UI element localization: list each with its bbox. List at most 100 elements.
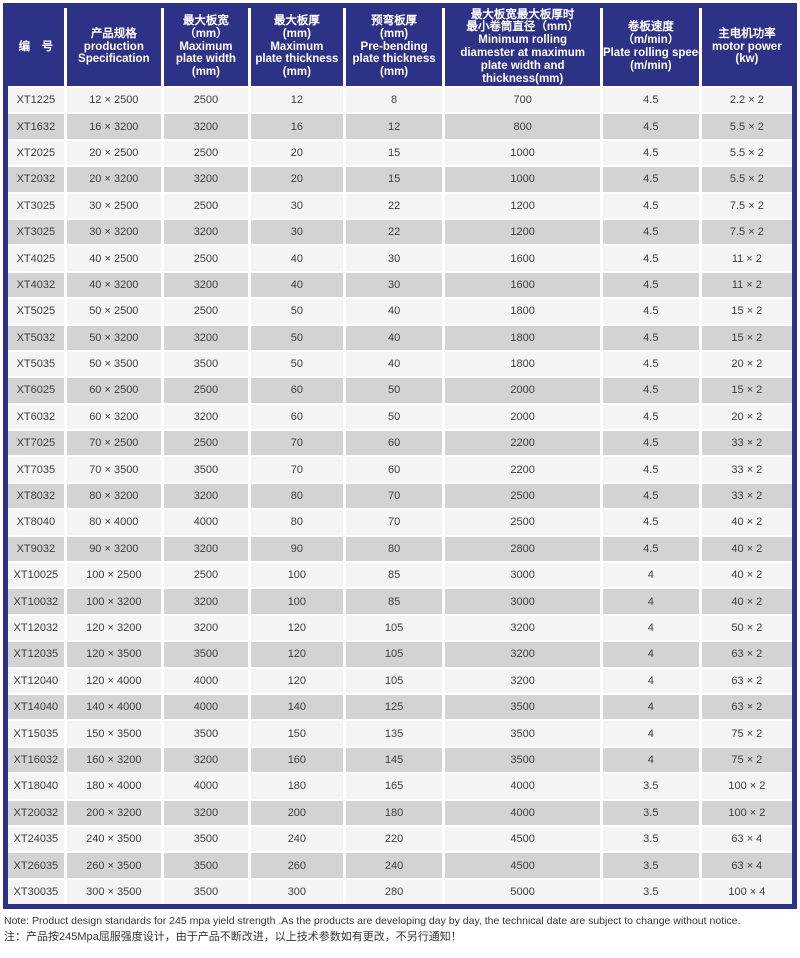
spec-row-XT3025: XT3025 30 × 3200 3200 30 22 1200 4.5 7.5 × 2 xyxy=(8,217,792,247)
value-cell-specification: 16 × 3200 xyxy=(63,112,164,141)
value-cell-rolling_speed: 4.5 xyxy=(599,112,702,141)
value-cell-max_thickness: 60 xyxy=(247,402,346,432)
value-cell-max_width: 2500 xyxy=(160,244,251,273)
column-header-max_thickness: 最大板厚 (mm) Maximum plate thickness (mm) xyxy=(247,8,346,88)
value-cell-specification: 60 × 3200 xyxy=(63,402,164,432)
value-cell-min_roll_diameter: 700 xyxy=(442,85,603,115)
value-cell-min_roll_diameter: 1200 xyxy=(442,217,603,247)
spec-row-XT8032: XT8032 80 × 3200 3200 80 70 2500 4.5 33 × 2 xyxy=(8,481,792,511)
value-cell-rolling_speed: 4.5 xyxy=(599,508,702,537)
model-cell: XT24035 xyxy=(8,824,67,854)
value-cell-motor_power: 63 × 2 xyxy=(698,692,792,722)
value-cell-max_width: 3200 xyxy=(160,798,251,827)
value-cell-rolling_speed: 4.5 xyxy=(599,191,702,220)
value-cell-specification: 60 × 2500 xyxy=(63,376,164,405)
value-cell-max_width: 3500 xyxy=(160,719,251,748)
spec-row-XT4025: XT4025 40 × 2500 2500 40 30 1600 4.5 11 × 2 xyxy=(8,244,792,273)
model-cell: XT15035 xyxy=(8,719,67,748)
value-cell-specification: 180 × 4000 xyxy=(63,772,164,801)
value-cell-motor_power: 40 × 2 xyxy=(698,587,792,616)
value-cell-min_roll_diameter: 3200 xyxy=(442,613,603,643)
value-cell-motor_power: 63 × 2 xyxy=(698,666,792,695)
spec-row-XT10025: XT10025 100 × 2500 2500 100 85 3000 4 40 × 2 xyxy=(8,561,792,590)
note-english: Note: Product design standards for 245 m… xyxy=(4,915,741,928)
column-header-max_width: 最大板宽 （mm） Maximum plate width (mm) xyxy=(160,8,251,88)
value-cell-rolling_speed: 4.5 xyxy=(599,270,702,300)
footnotes: Note: Product design standards for 245 m… xyxy=(4,914,796,945)
value-cell-rolling_speed: 4.5 xyxy=(599,481,702,511)
value-cell-max_thickness: 40 xyxy=(247,244,346,273)
note-chinese: 注：产品按245Mpa屈服强度设计，由于产品不断改进，以上技术参数如有更改，不另… xyxy=(4,931,462,944)
value-cell-specification: 200 × 3200 xyxy=(63,798,164,827)
value-cell-motor_power: 75 × 2 xyxy=(698,745,792,775)
column-header-min_roll_diameter: 最大板宽最大板厚时 最小卷筒直径（mm） Minimum rolling diames… xyxy=(442,8,603,88)
value-cell-max_thickness: 30 xyxy=(247,217,346,247)
model-cell: XT5025 xyxy=(8,297,67,326)
value-cell-max_width: 3200 xyxy=(160,745,251,775)
value-cell-max_thickness: 140 xyxy=(247,692,346,722)
value-cell-max_thickness: 80 xyxy=(247,481,346,511)
value-cell-motor_power: 63 × 4 xyxy=(698,824,792,854)
spec-row-XT12035: XT12035 120 × 3500 3500 120 105 3200 4 63 × 2 xyxy=(8,640,792,669)
value-cell-specification: 120 × 3200 xyxy=(63,613,164,643)
value-cell-max_thickness: 100 xyxy=(247,587,346,616)
value-cell-specification: 70 × 2500 xyxy=(63,429,164,458)
value-cell-max_thickness: 30 xyxy=(247,191,346,220)
value-cell-min_roll_diameter: 2500 xyxy=(442,508,603,537)
value-cell-max_thickness: 120 xyxy=(247,613,346,643)
model-cell: XT26035 xyxy=(8,851,67,880)
spec-row-XT20032: XT20032 200 × 3200 3200 200 180 4000 3.5 100 × … xyxy=(8,798,792,827)
value-cell-prebend_thickness: 50 xyxy=(342,402,446,432)
value-cell-specification: 50 × 3500 xyxy=(63,349,164,379)
value-cell-motor_power: 50 × 2 xyxy=(698,613,792,643)
value-cell-max_width: 2500 xyxy=(160,191,251,220)
value-cell-min_roll_diameter: 3000 xyxy=(442,561,603,590)
value-cell-rolling_speed: 4 xyxy=(599,561,702,590)
value-cell-rolling_speed: 4.5 xyxy=(599,323,702,352)
value-cell-rolling_speed: 3.5 xyxy=(599,798,702,827)
value-cell-max_width: 2500 xyxy=(160,561,251,590)
value-cell-max_width: 3200 xyxy=(160,270,251,300)
value-cell-prebend_thickness: 220 xyxy=(342,824,446,854)
value-cell-max_thickness: 150 xyxy=(247,719,346,748)
spec-row-XT6025: XT6025 60 × 2500 2500 60 50 2000 4.5 15 × 2 xyxy=(8,376,792,405)
value-cell-specification: 120 × 3500 xyxy=(63,640,164,669)
value-cell-rolling_speed: 4.5 xyxy=(599,138,702,168)
value-cell-max_thickness: 20 xyxy=(247,138,346,168)
spec-row-XT5035: XT5035 50 × 3500 3500 50 40 1800 4.5 20 × 2 xyxy=(8,349,792,379)
value-cell-prebend_thickness: 15 xyxy=(342,138,446,168)
value-cell-min_roll_diameter: 2500 xyxy=(442,481,603,511)
value-cell-min_roll_diameter: 2200 xyxy=(442,429,603,458)
value-cell-min_roll_diameter: 1800 xyxy=(442,297,603,326)
value-cell-motor_power: 20 × 2 xyxy=(698,349,792,379)
spec-row-XT30035: XT30035 300 × 3500 3500 300 280 5000 3.5 100 × … xyxy=(8,877,792,905)
value-cell-rolling_speed: 4.5 xyxy=(599,429,702,458)
value-cell-max_thickness: 50 xyxy=(247,349,346,379)
value-cell-min_roll_diameter: 1600 xyxy=(442,270,603,300)
value-cell-specification: 300 × 3500 xyxy=(63,877,164,905)
value-cell-motor_power: 15 × 2 xyxy=(698,323,792,352)
value-cell-prebend_thickness: 85 xyxy=(342,561,446,590)
column-header-motor_power: 主电机功率 motor power (kw) xyxy=(698,8,792,88)
value-cell-specification: 20 × 2500 xyxy=(63,138,164,168)
value-cell-min_roll_diameter: 3200 xyxy=(442,640,603,669)
value-cell-prebend_thickness: 105 xyxy=(342,613,446,643)
value-cell-specification: 30 × 3200 xyxy=(63,217,164,247)
value-cell-motor_power: 7.5 × 2 xyxy=(698,191,792,220)
value-cell-min_roll_diameter: 3500 xyxy=(442,692,603,722)
value-cell-motor_power: 11 × 2 xyxy=(698,270,792,300)
value-cell-prebend_thickness: 60 xyxy=(342,429,446,458)
spec-row-XT1225: XT1225 12 × 2500 2500 12 8 700 4.5 2.2 × 2 xyxy=(8,85,792,115)
value-cell-min_roll_diameter: 4000 xyxy=(442,772,603,801)
value-cell-min_roll_diameter: 4500 xyxy=(442,851,603,880)
spec-row-XT2032: XT2032 20 × 3200 3200 20 15 1000 4.5 5.5 × 2 xyxy=(8,165,792,194)
value-cell-rolling_speed: 4.5 xyxy=(599,376,702,405)
value-cell-motor_power: 11 × 2 xyxy=(698,244,792,273)
model-cell: XT10032 xyxy=(8,587,67,616)
spec-row-XT16032: XT16032 160 × 3200 3200 160 145 3500 4 75 × 2 xyxy=(8,745,792,775)
value-cell-max_width: 4000 xyxy=(160,666,251,695)
spec-row-XT24035: XT24035 240 × 3500 3500 240 220 4500 3.5 63 × 4 xyxy=(8,824,792,854)
value-cell-prebend_thickness: 12 xyxy=(342,112,446,141)
value-cell-max_thickness: 12 xyxy=(247,85,346,115)
spec-row-XT3025: XT3025 30 × 2500 2500 30 22 1200 4.5 7.5 × 2 xyxy=(8,191,792,220)
